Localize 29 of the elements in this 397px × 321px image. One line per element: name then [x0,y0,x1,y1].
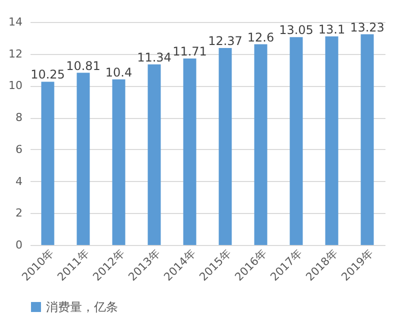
bar [112,79,126,245]
bar [41,82,54,245]
bar [360,34,374,245]
data-label: 12.37 [208,34,242,48]
bar [148,64,161,245]
data-label: 11.71 [172,44,207,58]
y-tick-label: 8 [16,111,22,124]
y-tick-label: 12 [8,47,22,60]
data-label: 10.4 [105,65,132,80]
bar [218,48,232,245]
bar [76,72,90,245]
data-label: 13.23 [350,20,384,34]
y-tick-label: 14 [8,16,22,28]
y-tick-label: 6 [16,142,22,156]
y-tick-label: 0 [16,238,22,252]
bar [254,44,268,245]
bar [183,58,196,245]
y-tick-label: 4 [16,174,22,188]
data-label: 10.25 [30,68,65,82]
data-label: 13.1 [318,22,346,36]
data-label: 13.05 [279,23,314,38]
bar [325,36,338,245]
data-label: 10.81 [66,58,100,73]
legend-label: 消费量，亿条 [46,300,118,314]
data-label: 12.6 [247,30,274,44]
bar [290,37,303,245]
data-label: 11.34 [137,50,172,64]
y-tick-label: 2 [16,206,22,220]
y-tick-label: 10 [8,79,22,92]
